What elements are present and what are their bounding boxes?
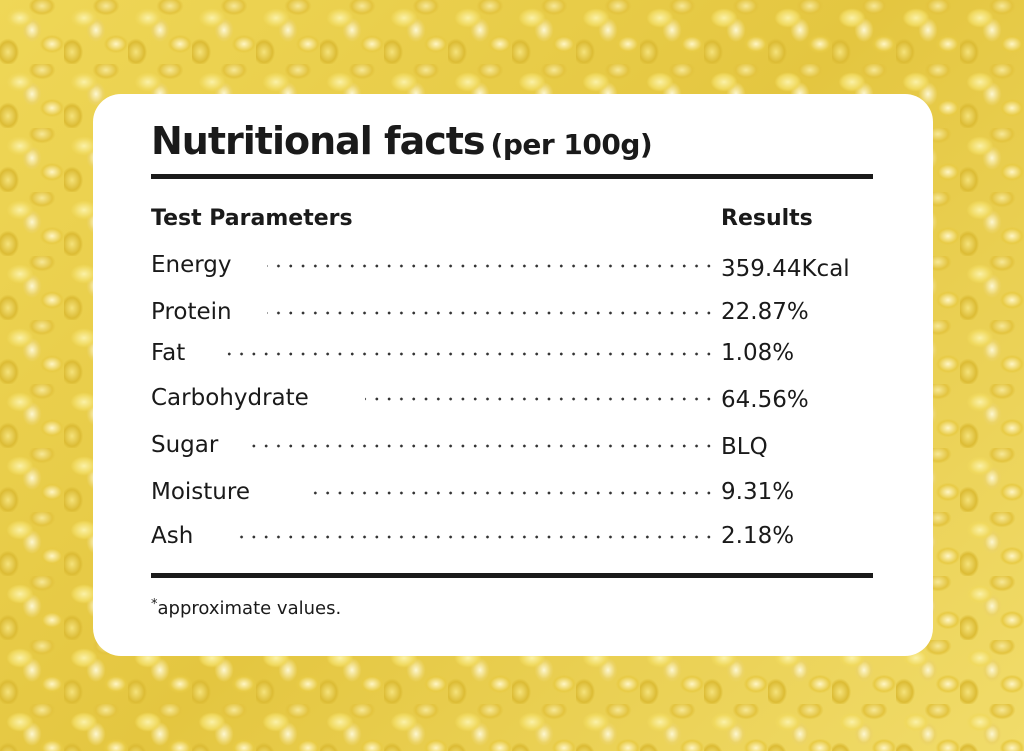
row-label: Ash	[151, 523, 194, 549]
header-results: Results	[721, 206, 813, 231]
row-value: 2.18%	[721, 523, 795, 549]
dot-leader	[219, 352, 715, 356]
title-main: Nutritional facts	[151, 119, 486, 163]
title-per-serving: (per 100g)	[490, 128, 653, 161]
footnote-asterisk: *	[151, 597, 158, 612]
table-row: Fat 1.08%	[151, 340, 873, 372]
dot-leader	[307, 491, 715, 495]
table-row: Sugar BLQ	[151, 432, 873, 464]
footnote: *approximate values.	[151, 597, 341, 619]
table-row: Ash 2.18%	[151, 523, 873, 555]
table-row: Carbohydrate 64.56%	[151, 385, 873, 417]
header-test-parameters: Test Parameters	[151, 206, 353, 231]
row-label: Moisture	[151, 479, 250, 505]
row-value: 359.44Kcal	[721, 256, 850, 282]
row-value: 22.87%	[721, 299, 809, 325]
top-divider	[151, 174, 873, 179]
table-row: Moisture 9.31%	[151, 479, 873, 511]
dot-leader	[267, 264, 715, 268]
bottom-divider	[151, 573, 873, 578]
row-label: Carbohydrate	[151, 385, 309, 411]
nutrition-card: Nutritional facts (per 100g) Test Paramet…	[93, 94, 933, 656]
footnote-text: approximate values.	[157, 598, 342, 619]
table-header: Test Parameters Results	[151, 206, 873, 236]
row-label: Sugar	[151, 432, 219, 458]
dot-leader	[267, 311, 715, 315]
table-row: Energy 359.44Kcal	[151, 252, 873, 284]
row-value: BLQ	[721, 434, 768, 460]
card-title: Nutritional facts (per 100g)	[151, 119, 653, 163]
dot-leader	[365, 397, 715, 401]
dot-leader	[249, 444, 715, 448]
table-row: Protein 22.87%	[151, 299, 873, 331]
row-value: 64.56%	[721, 387, 809, 413]
row-value: 1.08%	[721, 340, 795, 366]
dot-leader	[233, 535, 715, 539]
row-label: Fat	[151, 340, 186, 366]
row-value: 9.31%	[721, 479, 795, 505]
row-label: Energy	[151, 252, 232, 278]
row-label: Protein	[151, 299, 232, 325]
